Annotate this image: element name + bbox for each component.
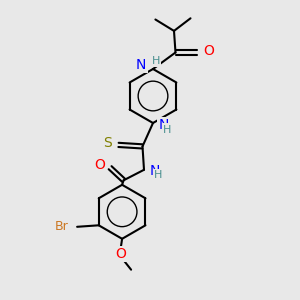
Text: O: O [204, 44, 214, 58]
Text: N: N [149, 164, 160, 178]
Text: O: O [94, 158, 105, 172]
Text: Br: Br [54, 220, 68, 233]
Text: H: H [152, 56, 160, 66]
Text: O: O [116, 247, 126, 261]
Text: H: H [163, 124, 171, 135]
Text: H: H [154, 170, 162, 180]
Text: S: S [103, 136, 112, 150]
Text: N: N [158, 118, 169, 132]
Text: N: N [136, 58, 146, 72]
